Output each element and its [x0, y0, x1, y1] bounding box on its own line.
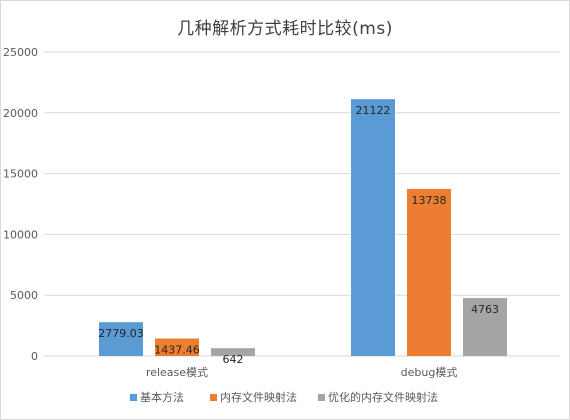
bars: [99, 99, 507, 356]
y-tick-label: 5000: [10, 289, 38, 302]
y-tick-label: 25000: [3, 46, 38, 59]
x-category-label: debug模式: [401, 366, 458, 379]
x-axis: release模式 debug模式: [146, 366, 457, 379]
data-label: 4763: [471, 303, 499, 316]
bar: [211, 348, 255, 356]
data-label: 13738: [412, 194, 447, 207]
y-axis-ticks: 0 5000 10000 15000 20000 25000: [3, 46, 38, 363]
bar: [407, 188, 451, 356]
legend-label: 基本方法: [140, 390, 184, 404]
bar: [155, 338, 199, 356]
data-label: 1437.46: [154, 344, 200, 357]
y-tick-label: 15000: [3, 168, 38, 181]
y-tick-label: 10000: [3, 228, 38, 241]
legend-swatch: [210, 394, 217, 401]
y-tick-label: 20000: [3, 107, 38, 120]
legend: 基本方法 内存文件映射法 优化的内存文件映射法: [130, 390, 438, 404]
bar: [351, 99, 395, 356]
bar: [463, 298, 507, 356]
data-label: 21122: [356, 104, 391, 117]
bar: [99, 322, 143, 356]
legend-swatch: [130, 394, 137, 401]
data-label: 2779.03: [98, 327, 144, 340]
legend-swatch: [318, 394, 325, 401]
y-tick-label: 0: [31, 350, 38, 363]
x-category-label: release模式: [146, 366, 208, 379]
data-label: 642: [223, 353, 244, 366]
legend-label: 内存文件映射法: [220, 390, 297, 404]
legend-label: 优化的内存文件映射法: [328, 390, 438, 404]
data-labels: 2779.03 21122 1437.46 13738 642 4763: [98, 104, 499, 366]
chart-title: 几种解析方式耗时比较(ms): [177, 19, 393, 39]
